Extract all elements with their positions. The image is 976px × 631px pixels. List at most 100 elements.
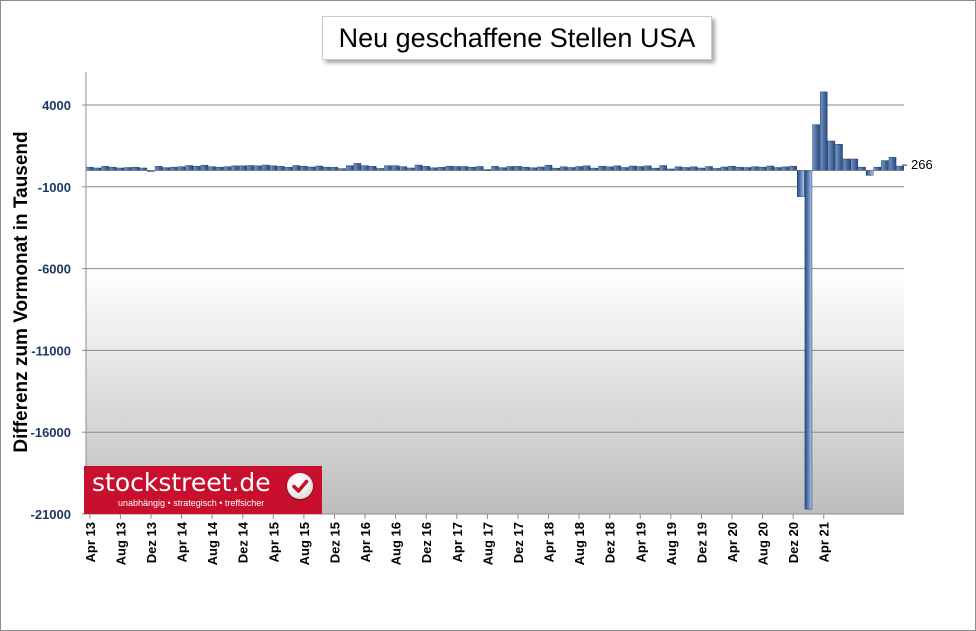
bar (521, 166, 530, 171)
bar (269, 165, 278, 171)
x-tick-label: Aug 13 (113, 522, 128, 565)
bar (567, 167, 576, 171)
bar (552, 167, 560, 171)
bar (812, 124, 820, 171)
x-tick-label: Dez 15 (327, 522, 342, 563)
x-tick-label: Apr 18 (542, 522, 557, 562)
bar (842, 158, 851, 171)
bar (743, 167, 752, 171)
bar (116, 167, 125, 171)
x-tick-label: Aug 16 (389, 522, 404, 565)
bar (162, 167, 171, 171)
x-tick-label: Dez 20 (786, 522, 801, 563)
x-tick-label: Aug 17 (480, 522, 495, 565)
bar (307, 166, 316, 171)
bar (827, 140, 836, 171)
bar (628, 165, 637, 171)
bar (353, 163, 362, 171)
bar (712, 168, 721, 171)
x-tick-label: Apr 20 (725, 522, 740, 562)
bar (399, 166, 408, 171)
x-tick-label: Apr 15 (266, 522, 281, 562)
bar (93, 167, 102, 171)
bar (613, 165, 622, 171)
bar (384, 165, 392, 171)
x-tick-label: Apr 21 (817, 522, 832, 562)
x-tick-label: Dez 16 (419, 522, 434, 563)
bar (238, 165, 247, 171)
bar (819, 91, 828, 171)
bar (407, 167, 415, 171)
bar (850, 158, 859, 171)
bar (315, 165, 323, 171)
bar (124, 167, 132, 171)
bar (529, 167, 537, 171)
x-tick-label: Apr 13 (83, 522, 98, 562)
bar (338, 168, 346, 171)
x-tick-label: Apr 16 (358, 522, 373, 562)
plot-area (86, 72, 904, 514)
bar (544, 164, 553, 171)
bar (789, 165, 797, 171)
x-tick-label: Dez 19 (694, 522, 709, 563)
x-tick-label: Aug 14 (205, 521, 220, 565)
bar (674, 166, 683, 171)
bar (139, 167, 148, 171)
bar (300, 165, 308, 171)
bar (177, 166, 186, 171)
bar (766, 165, 774, 171)
bar (154, 166, 163, 171)
y-tick-labels: 4000 -1000 -6000 -11000 -16000 -21000 (31, 98, 86, 522)
bar-series (86, 91, 904, 510)
bar (697, 167, 706, 171)
bar (560, 166, 568, 171)
bar (644, 165, 652, 171)
x-tick-label: Aug 20 (756, 522, 771, 565)
bar (682, 167, 690, 171)
bar (246, 165, 255, 171)
bar (690, 166, 698, 171)
bar (414, 164, 423, 171)
bar (231, 165, 239, 171)
bar (735, 166, 744, 171)
bar (254, 165, 262, 171)
bar (858, 166, 866, 171)
bar (590, 167, 599, 171)
bar (391, 165, 400, 171)
bar (491, 166, 499, 171)
bar (453, 166, 461, 171)
logo-wordmark: stockstreet.de (92, 468, 271, 497)
bar (345, 165, 354, 171)
y-axis-label: Differenz zum Vormonat in Tausend (11, 131, 32, 452)
bar (804, 170, 813, 510)
bar (460, 166, 469, 171)
bar (292, 165, 301, 171)
bar (835, 144, 843, 171)
bar (659, 165, 667, 171)
bar (728, 165, 736, 171)
bar (781, 166, 790, 171)
bar (598, 165, 606, 171)
bar (361, 165, 369, 171)
bar (445, 165, 453, 171)
bar (498, 167, 507, 171)
bar (430, 167, 438, 171)
bar (368, 166, 377, 171)
bar (170, 166, 178, 171)
bar (101, 166, 109, 171)
bar (575, 166, 583, 171)
bar (376, 168, 385, 171)
bar (284, 167, 293, 171)
y-tick-label: -11000 (31, 343, 71, 358)
bar (582, 165, 591, 171)
bar (865, 170, 874, 176)
x-tick-label: Apr 19 (633, 522, 648, 562)
bar (888, 157, 897, 171)
bar (514, 166, 522, 171)
checkmark-icon (287, 473, 313, 499)
bar (422, 166, 430, 171)
bar (131, 166, 140, 171)
bar (200, 164, 209, 171)
stockstreet-logo: stockstreet.de unabhängig • strategisch … (84, 466, 322, 514)
